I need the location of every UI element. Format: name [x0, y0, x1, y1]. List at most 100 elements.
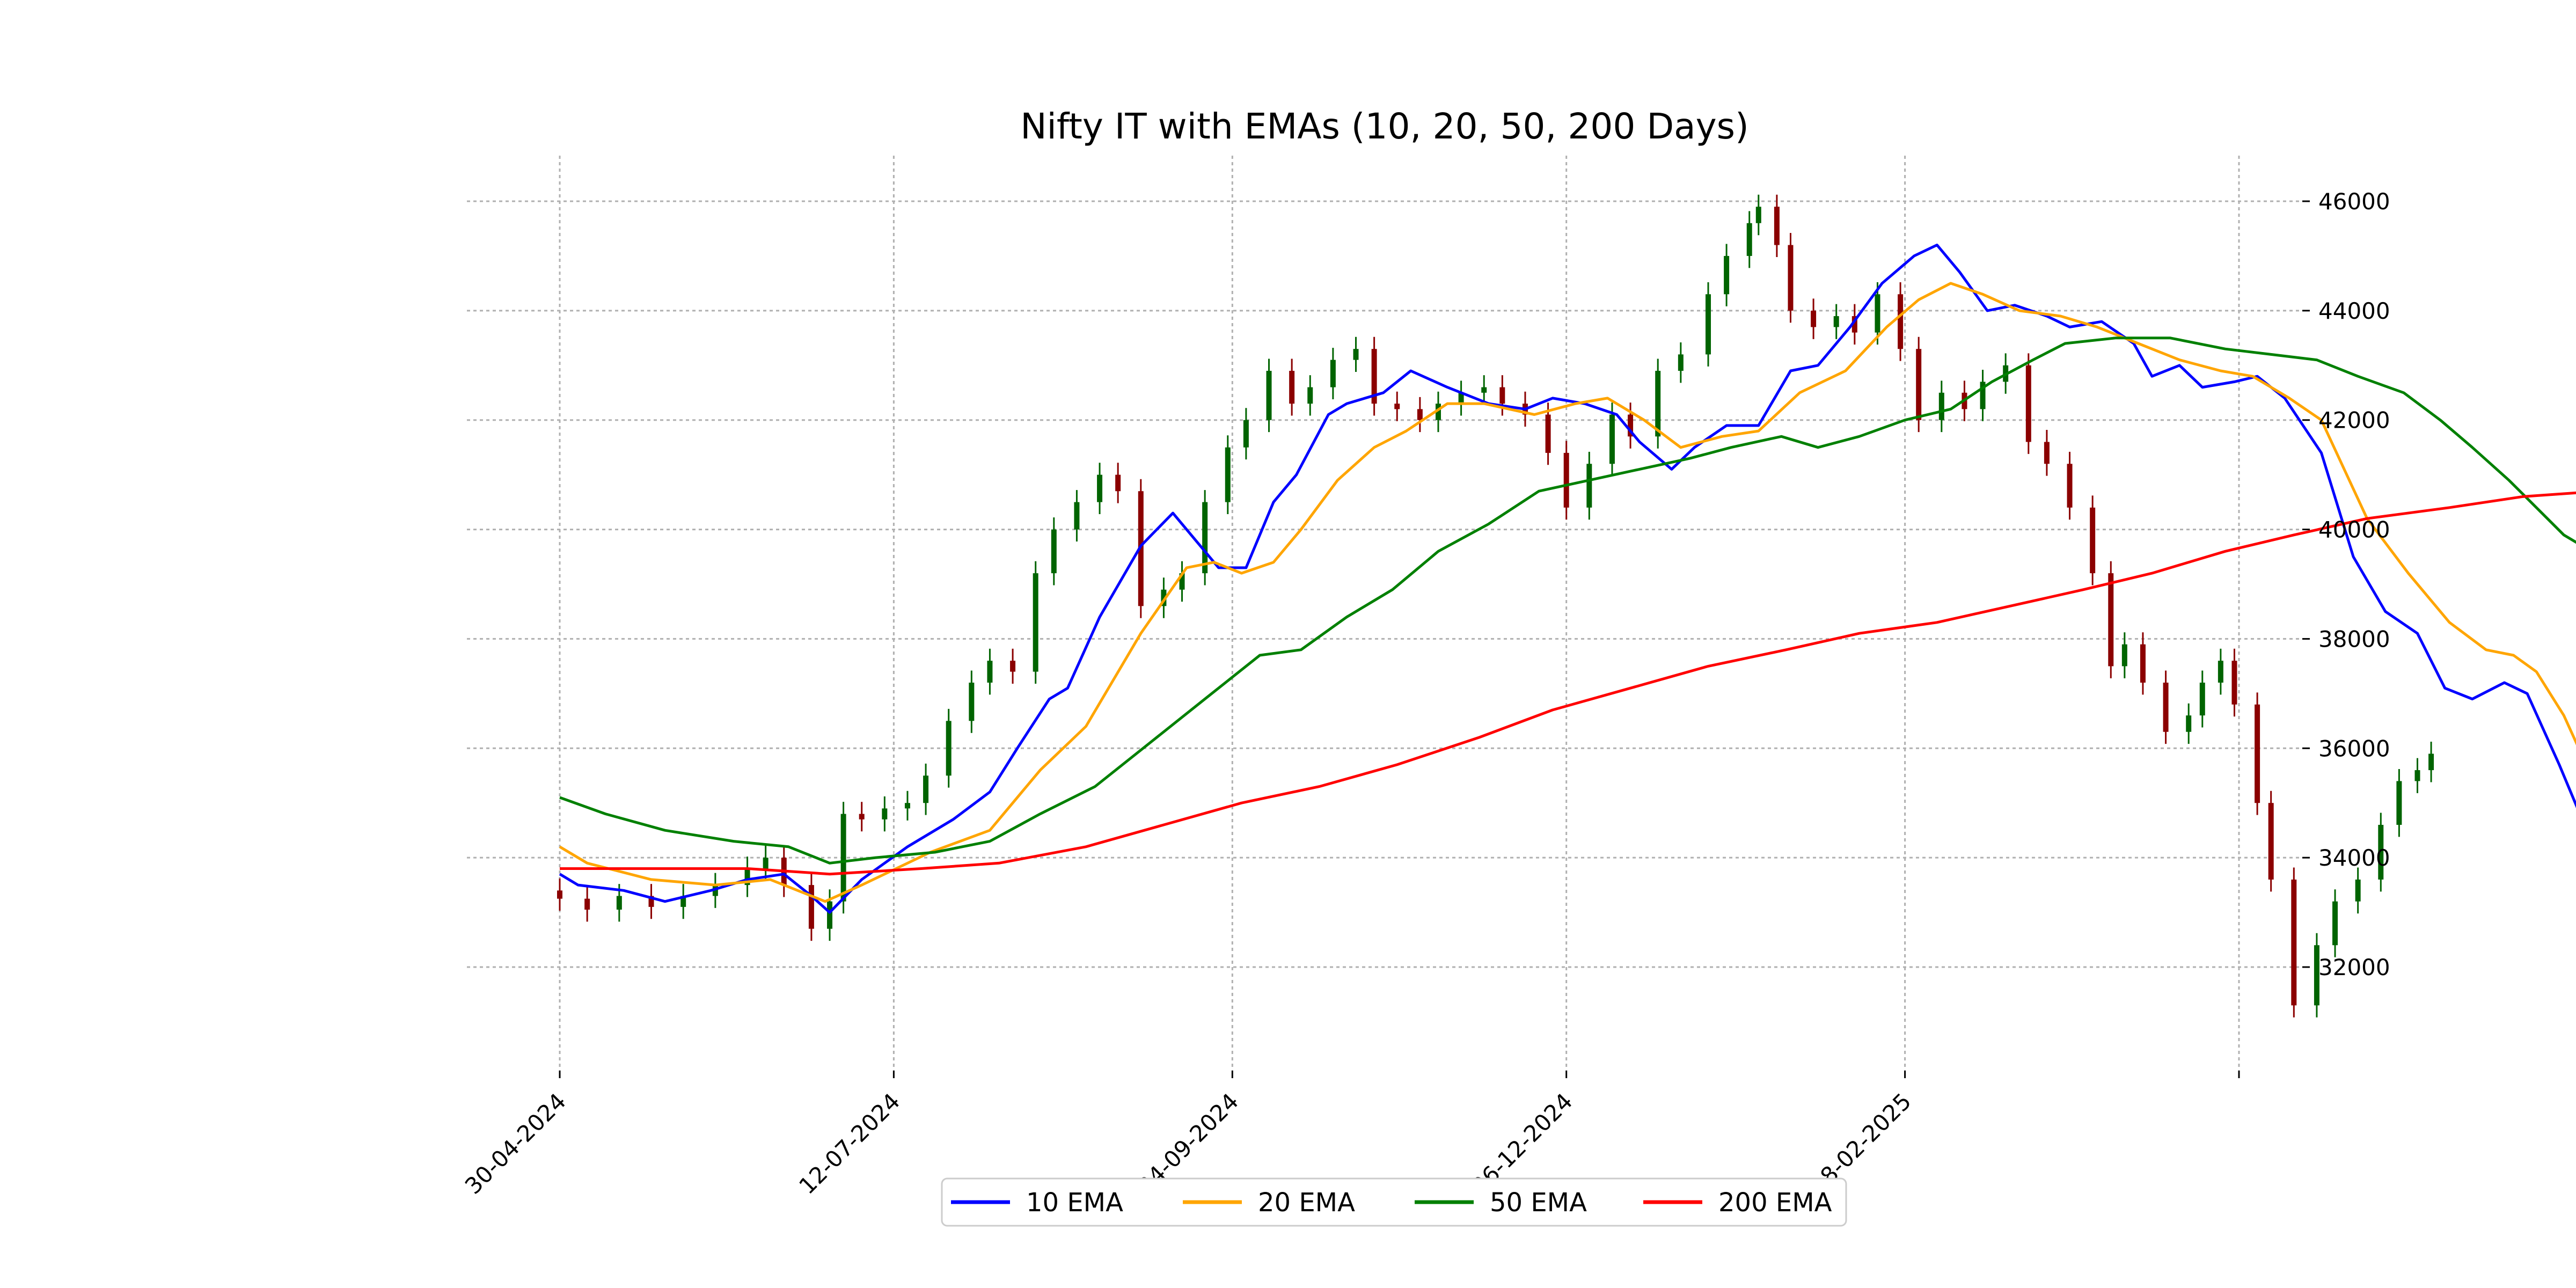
candle [859, 802, 865, 832]
candle [1851, 304, 1857, 345]
candle [1417, 397, 1423, 433]
candle [1266, 358, 1272, 433]
candle [808, 873, 814, 941]
candle [2414, 758, 2420, 793]
candle [1353, 336, 1359, 372]
ema-lines-layer [559, 244, 2576, 914]
candle [2355, 867, 2361, 914]
candle [763, 845, 769, 881]
candle [2067, 451, 2073, 520]
candle [1628, 402, 1634, 449]
candle [1307, 375, 1313, 416]
candle [557, 878, 562, 911]
x-tick-label: 30-04-2024 [460, 1088, 571, 1199]
candle [744, 857, 750, 897]
y-tick-label: 42000 [2318, 407, 2390, 434]
candle [969, 670, 975, 733]
candle [1875, 282, 1880, 345]
x-tick-label: 12-07-2024 [794, 1088, 905, 1199]
candle [1678, 342, 1684, 383]
candle [946, 708, 952, 788]
candle [1898, 282, 1904, 361]
candle [1755, 194, 1761, 236]
legend-label: 20 EMA [1258, 1188, 1355, 1218]
candle [2314, 933, 2319, 1018]
y-tick-label: 32000 [2318, 954, 2390, 980]
candle [1033, 561, 1038, 684]
candle [1010, 648, 1016, 684]
candle [1586, 451, 1592, 520]
legend: 10 EMA 20 EMA 50 EMA 200 EMA [941, 1177, 1847, 1227]
candle [1481, 375, 1487, 405]
candle [2025, 353, 2031, 454]
legend-label: 10 EMA [1026, 1188, 1123, 1218]
candle [1289, 358, 1295, 416]
y-tick-label: 38000 [2318, 626, 2390, 652]
candle [1774, 194, 1780, 257]
y-axis: 32000 34000 36000 38000 40000 42000 44000 46000 [2302, 188, 2390, 980]
candle [1458, 380, 1464, 416]
candle [1705, 282, 1711, 367]
candle [1833, 304, 1839, 339]
candle [2163, 670, 2169, 744]
candle [987, 648, 993, 695]
candle [1788, 233, 1794, 323]
candle [2378, 813, 2384, 892]
chart-title: Nifty IT with EMAs (10, 20, 50, 200 Days… [1020, 106, 1749, 147]
candle [2428, 742, 2434, 782]
candle [2231, 648, 2237, 717]
candle [1435, 391, 1441, 433]
candle [1097, 463, 1103, 515]
candle [2199, 670, 2205, 728]
legend-label: 50 EMA [1490, 1188, 1587, 1218]
ema-line-50-ema [559, 336, 2576, 865]
candle [904, 791, 910, 821]
candle [1243, 408, 1249, 460]
legend-item: 10 EMA [951, 1188, 1123, 1218]
y-tick-label: 44000 [2318, 298, 2390, 324]
candle [2090, 495, 2096, 586]
candle [648, 884, 654, 919]
candle [1202, 490, 1208, 586]
candle [1545, 402, 1551, 465]
candle [1980, 369, 1986, 421]
candle [1811, 298, 1817, 339]
candle [2218, 648, 2223, 695]
candle [1161, 577, 1167, 618]
legend-item: 20 EMA [1183, 1188, 1355, 1218]
candle [1609, 402, 1615, 476]
candle [1394, 391, 1400, 421]
candle [1499, 375, 1505, 416]
legend-item: 50 EMA [1415, 1188, 1587, 1218]
candle [2044, 430, 2050, 476]
legend-box [941, 1177, 1847, 1227]
candle [2332, 889, 2338, 957]
candles-layer [557, 194, 2434, 1018]
candle [923, 763, 929, 815]
candle [1225, 435, 1231, 515]
grid-layer [467, 156, 2302, 1071]
candle [2108, 561, 2114, 678]
legend-label: 200 EMA [1718, 1188, 1832, 1218]
candle [1179, 561, 1185, 602]
y-tick-label: 36000 [2318, 735, 2390, 762]
candle [882, 796, 888, 832]
candle [2121, 632, 2127, 678]
candle [1724, 244, 1730, 306]
ema-line-10-ema [559, 244, 2576, 914]
y-tick-label: 46000 [2318, 188, 2390, 215]
candle [1074, 490, 1080, 541]
candle [2396, 769, 2402, 837]
candle [1938, 380, 1944, 433]
candle [1563, 441, 1569, 520]
legend-item: 200 EMA [1643, 1188, 1832, 1218]
candle [2140, 632, 2146, 695]
ema-line-20-ema [559, 282, 2576, 903]
y-tick-label: 40000 [2318, 517, 2390, 543]
candle [2186, 703, 2192, 744]
candle [1138, 479, 1144, 618]
candle [840, 802, 846, 914]
candle [584, 887, 590, 922]
candle [1655, 358, 1661, 449]
